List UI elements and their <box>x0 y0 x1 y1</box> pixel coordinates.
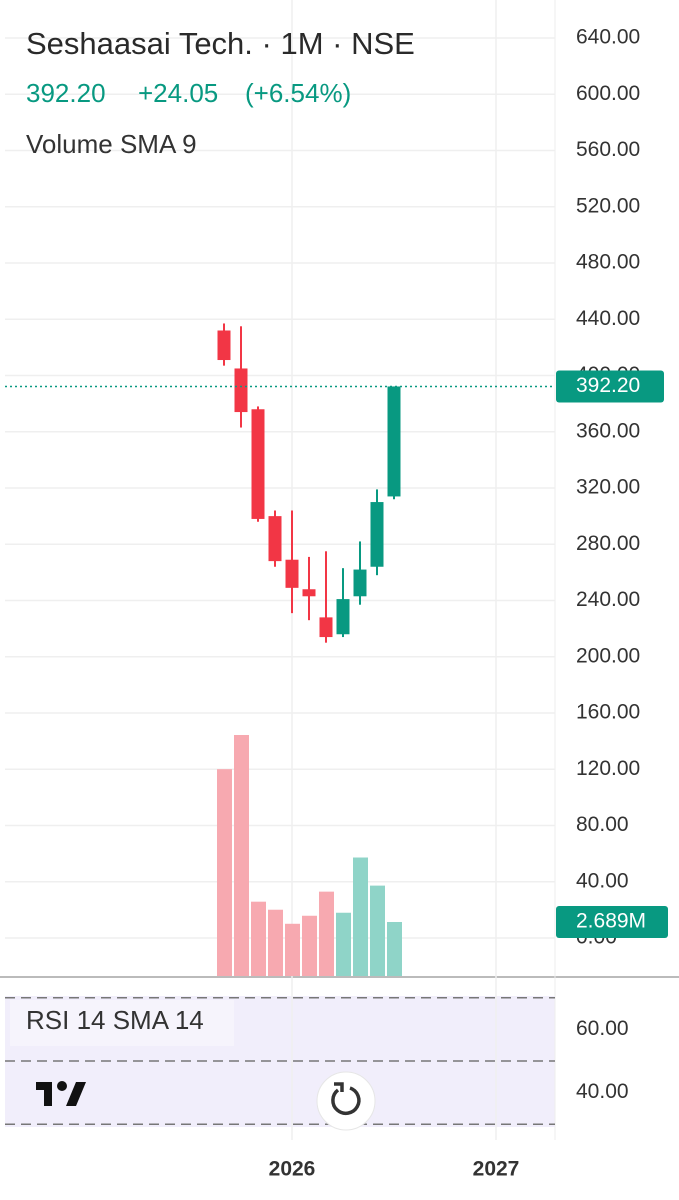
candle-body <box>268 516 282 562</box>
candle-body <box>370 502 384 567</box>
button-bg <box>316 1071 376 1131</box>
chart-title: Seshaasai Tech. · 1M · NSE <box>26 26 415 61</box>
y-tick-label: 200.00 <box>576 644 640 667</box>
logo-part <box>57 1081 67 1091</box>
volume-bar <box>268 909 283 976</box>
logo-part <box>66 1082 86 1106</box>
y-tick-label: 440.00 <box>576 307 640 330</box>
volume-bar <box>370 885 385 976</box>
logo-part <box>44 1082 52 1106</box>
last-price: 392.20 <box>26 78 106 108</box>
y-tick-label: 600.00 <box>576 82 640 105</box>
rsi-tick-label: 40.00 <box>576 1080 629 1103</box>
candle-body <box>251 409 265 519</box>
candle-body <box>217 330 231 361</box>
y-tick-label: 560.00 <box>576 138 640 161</box>
volume-bar <box>234 735 249 976</box>
volume-title: Volume SMA 9 <box>26 129 197 159</box>
volume-bar <box>336 912 351 976</box>
y-tick-label: 480.00 <box>576 251 640 274</box>
candle-body <box>302 589 316 597</box>
volume-bar <box>302 915 317 976</box>
y-tick-label: 240.00 <box>576 588 640 611</box>
candle-body <box>285 559 299 588</box>
volume-bar <box>353 857 368 976</box>
logo[interactable] <box>36 1081 86 1106</box>
y-tick-label: 80.00 <box>576 813 629 836</box>
y-tick-label: 160.00 <box>576 701 640 724</box>
volume-bar <box>285 923 300 976</box>
rsi-tick-label: 60.00 <box>576 1017 629 1040</box>
volume-bar <box>319 891 334 976</box>
volume-bar <box>387 921 402 976</box>
change: +24.05 <box>138 78 218 108</box>
candle-body <box>319 617 333 638</box>
price-badge <box>556 370 664 403</box>
reset-icon <box>334 1082 344 1092</box>
price-badge-label: 392.20 <box>576 374 640 397</box>
candle-body <box>234 368 248 413</box>
y-tick-label: 520.00 <box>576 194 640 217</box>
x-tick-label: 2026 <box>269 1158 316 1181</box>
candle-body <box>387 386 401 497</box>
y-tick-label: 120.00 <box>576 757 640 780</box>
candle-body <box>336 599 350 635</box>
reset-icon <box>331 1086 361 1116</box>
volume-bar <box>251 901 266 976</box>
y-tick-label: 320.00 <box>576 476 640 499</box>
rsi-title: RSI 14 SMA 14 <box>26 1005 204 1035</box>
reset-button[interactable] <box>316 1071 376 1131</box>
volume-bar <box>217 769 232 976</box>
y-tick-label: 360.00 <box>576 419 640 442</box>
volume-badge-label: 2.689M <box>576 910 646 933</box>
volume-badge <box>556 905 668 938</box>
change-pct: (+6.54%) <box>245 78 351 108</box>
candle-body <box>353 569 367 597</box>
y-tick-label: 40.00 <box>576 869 629 892</box>
y-tick-label: 640.00 <box>576 26 640 49</box>
rsi-label-box <box>10 1000 234 1046</box>
y-tick-label: 280.00 <box>576 532 640 555</box>
x-tick-label: 2027 <box>473 1158 520 1181</box>
